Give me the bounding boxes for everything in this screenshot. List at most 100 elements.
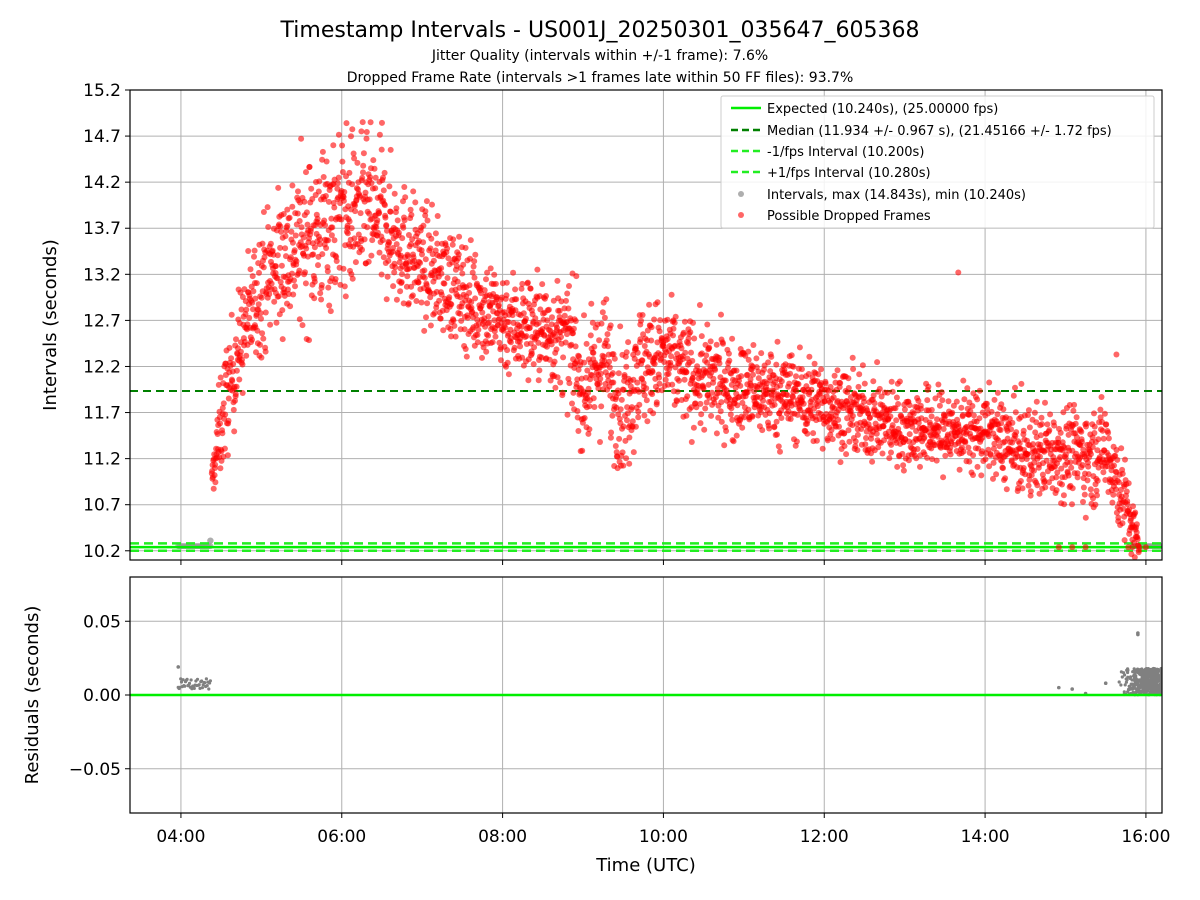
legend-marker-dropped <box>738 212 744 218</box>
dropped-frame-point <box>924 397 931 404</box>
dropped-frame-point <box>609 370 616 377</box>
dropped-frame-point <box>583 340 590 347</box>
dropped-frame-point <box>599 309 606 316</box>
dropped-frame-point <box>581 415 588 421</box>
dropped-frame-point <box>909 423 916 430</box>
dropped-frame-point <box>758 350 765 357</box>
dropped-frame-point <box>733 432 740 439</box>
residual-point <box>1070 687 1075 691</box>
dropped-frame-point <box>319 148 326 155</box>
dropped-frame-point <box>964 385 971 392</box>
dropped-frame-point <box>455 251 462 258</box>
dropped-frame-point <box>1089 444 1096 450</box>
dropped-frame-point <box>239 356 245 363</box>
dropped-frame-point <box>747 376 754 383</box>
dropped-frame-point <box>736 377 742 384</box>
dropped-frame-point <box>278 228 285 235</box>
dropped-frame-point <box>379 237 386 244</box>
dropped-frame-point <box>676 377 682 384</box>
residual-point <box>1158 674 1162 678</box>
dropped-frame-point <box>1111 462 1117 469</box>
dropped-frame-point <box>590 349 597 356</box>
dropped-frame-point <box>306 337 312 344</box>
dropped-frame-point <box>553 346 560 353</box>
dropped-frame-point <box>292 283 298 290</box>
dropped-frame-point <box>998 401 1005 408</box>
residual-point <box>1156 686 1160 690</box>
dropped-frame-point <box>381 169 388 176</box>
dropped-frame-point <box>256 269 262 276</box>
dropped-frame-point <box>845 375 852 382</box>
dropped-frame-point <box>420 222 427 229</box>
dropped-frame-point <box>358 128 365 135</box>
dropped-frame-point <box>545 306 552 313</box>
dropped-frame-point <box>219 430 226 437</box>
dropped-frame-point <box>1070 407 1077 414</box>
dropped-frame-point <box>295 188 301 195</box>
dropped-frame-point <box>607 322 614 329</box>
dropped-frame-point <box>407 206 414 213</box>
dropped-frame-point <box>716 389 723 396</box>
dropped-frame-point <box>799 394 806 401</box>
dropped-frame-point <box>727 411 734 418</box>
residual-point <box>1119 670 1123 674</box>
dropped-frame-point <box>1039 471 1046 478</box>
dropped-frame-point <box>616 415 623 422</box>
dropped-frame-point <box>778 415 785 421</box>
residual-point <box>203 681 207 685</box>
residual-point <box>181 678 185 682</box>
dropped-frame-point <box>406 265 413 272</box>
dropped-frame-point <box>649 391 656 398</box>
dropped-frame-point <box>928 413 935 420</box>
dropped-frame-point <box>603 296 610 303</box>
dropped-frame-point <box>1118 493 1125 500</box>
dropped-frame-point <box>284 286 291 293</box>
dropped-frame-point <box>367 174 374 181</box>
dropped-frame-point <box>346 169 353 176</box>
dropped-frame-point <box>790 363 797 370</box>
dropped-frame-point <box>654 299 661 306</box>
dropped-frame-point <box>232 391 239 398</box>
dropped-frame-point <box>471 258 478 265</box>
dropped-frame-point <box>1008 426 1014 433</box>
dropped-frame-point <box>940 426 947 432</box>
dropped-frame-point <box>338 216 345 223</box>
dropped-frame-point <box>259 240 266 247</box>
dropped-frame-point <box>970 412 977 419</box>
legend-label-minus-fps: -1/fps Interval (10.200s) <box>767 145 924 160</box>
dropped-frame-point <box>644 364 651 371</box>
top-ytick-label: 11.7 <box>83 404 121 424</box>
dropped-frame-point <box>1034 482 1041 489</box>
dropped-frame-point <box>230 361 237 367</box>
dropped-frame-point <box>431 310 438 316</box>
dropped-frame-point <box>243 306 250 313</box>
dropped-frame-point <box>237 289 244 296</box>
dropped-frame-point <box>528 350 535 357</box>
dropped-frame-point <box>372 174 379 181</box>
dropped-frame-point <box>1087 486 1094 493</box>
dropped-frame-point <box>402 194 409 201</box>
dropped-frame-point <box>708 412 715 419</box>
dropped-frame-point <box>615 370 622 377</box>
dropped-frame-point <box>974 463 981 470</box>
dropped-frame-point <box>710 375 717 382</box>
dropped-frame-point <box>1121 537 1128 544</box>
dropped-frame-point <box>404 273 411 280</box>
dropped-frame-point <box>344 230 351 237</box>
dropped-frame-point <box>343 120 350 127</box>
dropped-frame-point <box>1038 414 1045 421</box>
dropped-frame-point <box>1016 440 1023 447</box>
dropped-frame-point <box>396 246 403 253</box>
dropped-frame-point <box>513 296 520 303</box>
dropped-frame-point <box>784 392 791 399</box>
dropped-frame-point <box>729 335 736 342</box>
dropped-frame-point <box>471 274 478 281</box>
dropped-frame-point <box>369 237 376 244</box>
dropped-frame-point <box>408 283 415 290</box>
dropped-frame-point <box>635 414 642 421</box>
dropped-frame-point <box>720 340 726 347</box>
dropped-frame-point <box>1125 480 1132 487</box>
dropped-frame-point <box>818 366 825 373</box>
legend: Expected (10.240s), (25.00000 fps) Media… <box>720 95 1155 229</box>
dropped-frame-point <box>316 241 323 248</box>
